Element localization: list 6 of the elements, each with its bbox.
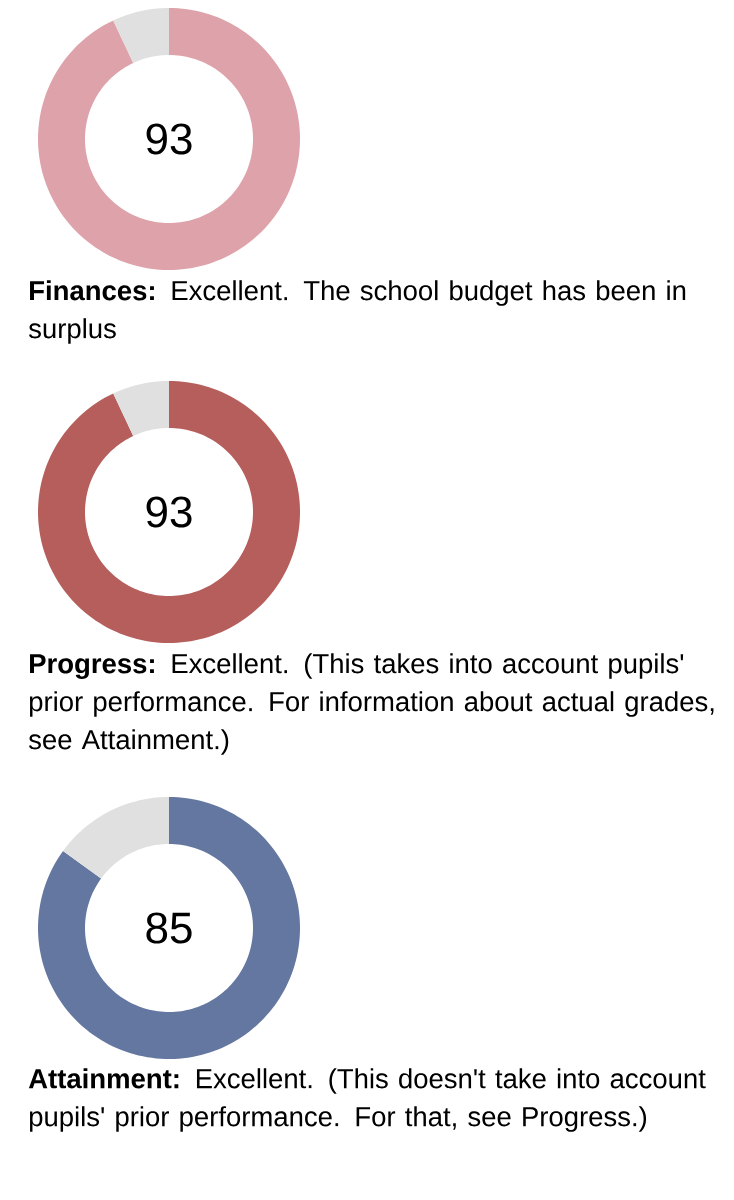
data-label: 85 <box>146 912 192 944</box>
data-label: 93 <box>146 496 192 528</box>
text: Finances: Excellent. The school budget has been in surplus <box>28 280 686 344</box>
text: Progress: Excellent. (This takes into account pupils' prior performance. For information about actual grades, see Attainment.) <box>28 653 714 755</box>
text: Attainment: Excellent. (This doesn't take into account pupils' prior performance. For that, see Progress.) <box>28 1068 706 1132</box>
data-label: 93 <box>146 123 192 155</box>
